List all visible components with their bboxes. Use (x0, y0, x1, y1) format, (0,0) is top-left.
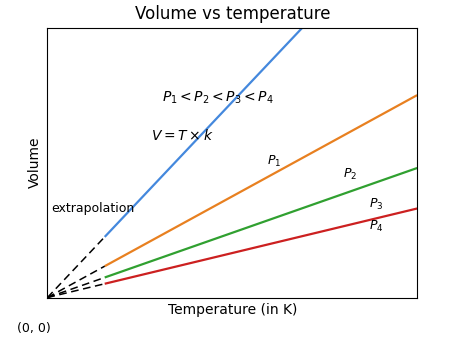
Text: $P_1 < P_2 < P_3 < P_4$: $P_1 < P_2 < P_3 < P_4$ (162, 90, 274, 106)
Text: (0, 0): (0, 0) (17, 322, 50, 335)
Title: Volume vs temperature: Volume vs temperature (135, 5, 330, 23)
X-axis label: Temperature (in K): Temperature (in K) (168, 303, 297, 317)
Text: $P_4$: $P_4$ (369, 218, 383, 234)
Text: $P_3$: $P_3$ (369, 197, 383, 212)
Text: $V = T \times k$: $V = T \times k$ (151, 128, 213, 143)
Text: extrapolation: extrapolation (51, 202, 134, 215)
Y-axis label: Volume: Volume (28, 137, 42, 188)
Text: $P_2$: $P_2$ (343, 167, 357, 182)
Text: $P_1$: $P_1$ (267, 154, 282, 169)
